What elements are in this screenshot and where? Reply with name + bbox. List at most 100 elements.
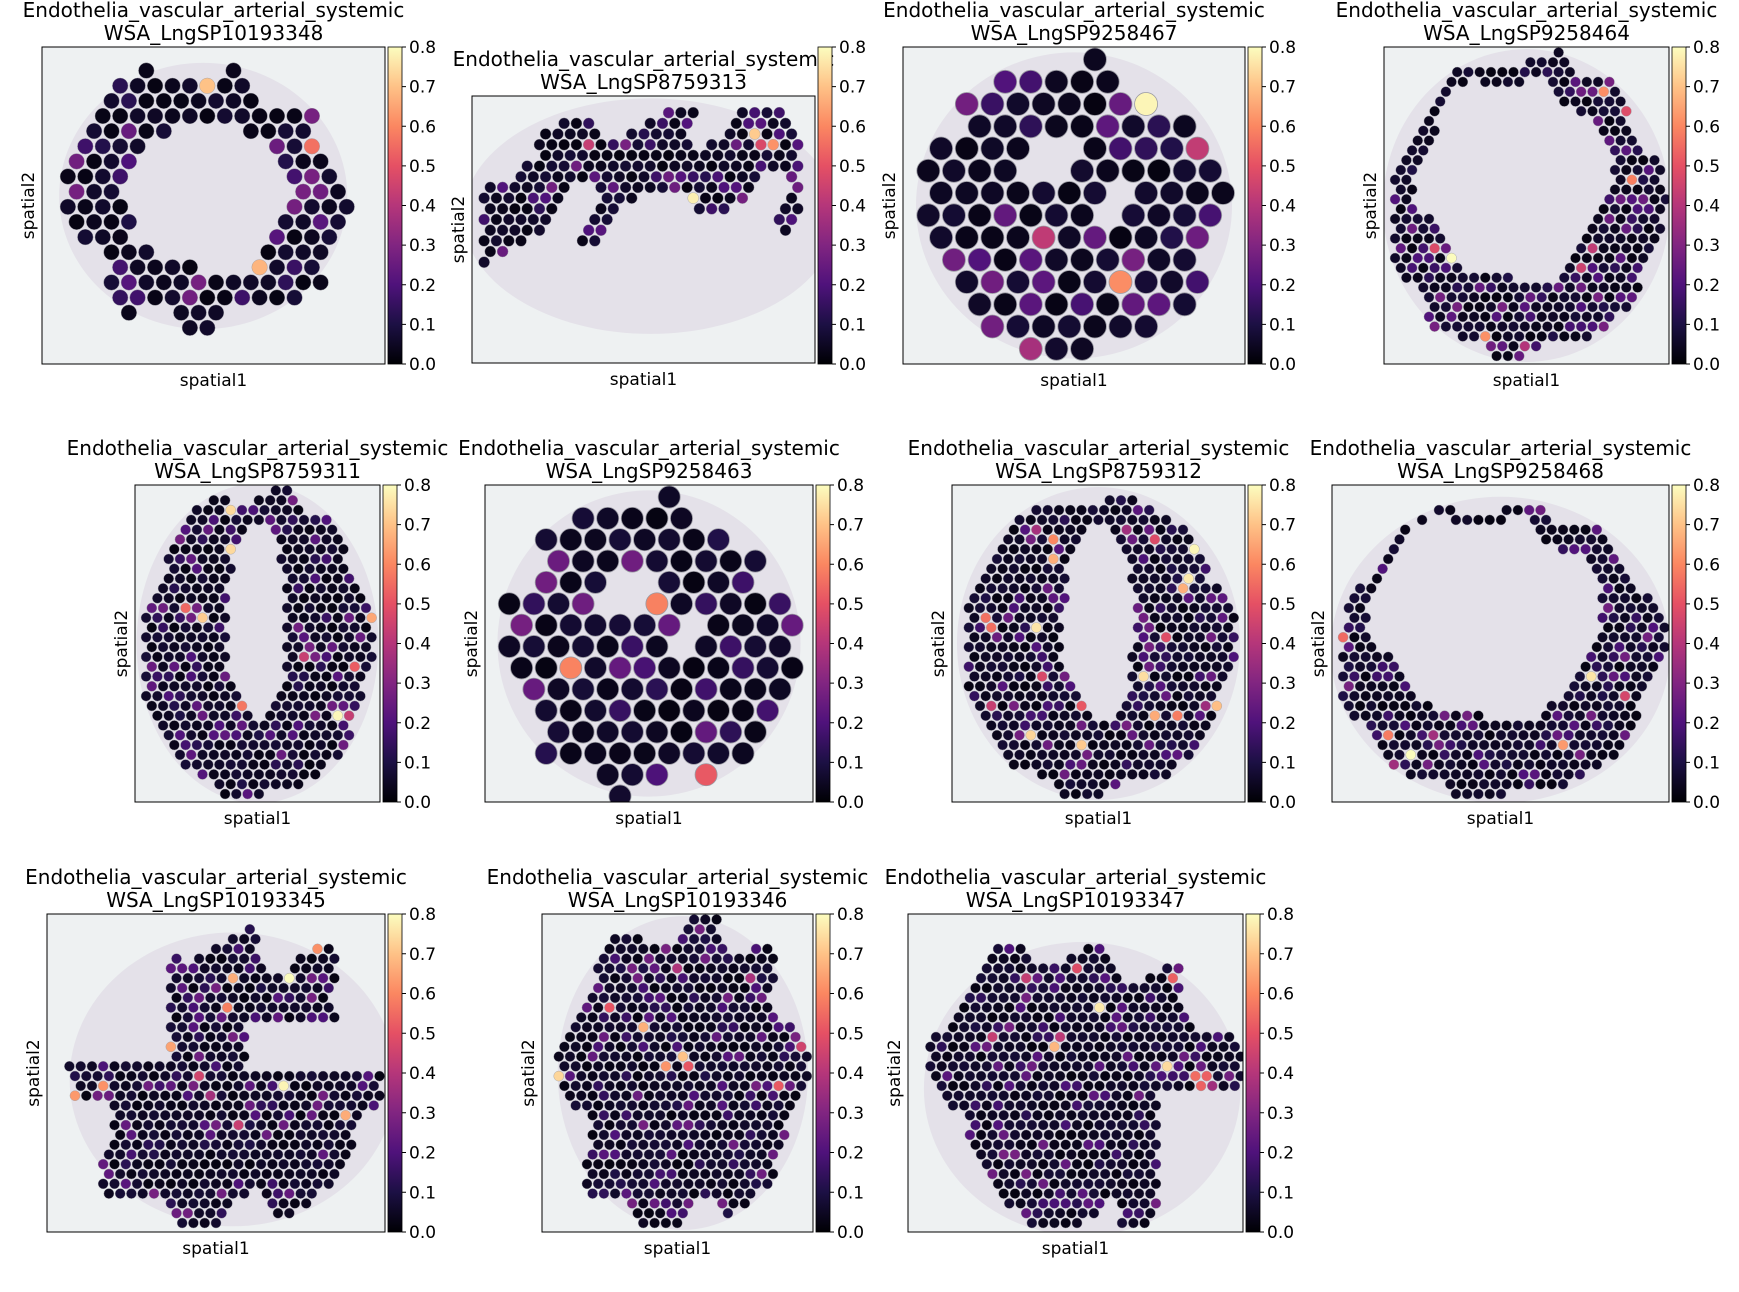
- spot: [717, 1002, 728, 1013]
- spot: [700, 1110, 711, 1121]
- spot: [222, 1041, 233, 1053]
- spot: [779, 224, 792, 236]
- spot: [1614, 661, 1625, 672]
- spot: [733, 1070, 745, 1082]
- spot: [1065, 504, 1076, 516]
- spot: [1099, 953, 1111, 964]
- spot: [321, 729, 332, 741]
- spot: [694, 549, 718, 573]
- spot: [1337, 671, 1349, 682]
- spot: [1048, 749, 1059, 761]
- spot: [1018, 292, 1043, 317]
- spot: [688, 1129, 700, 1141]
- spot: [1094, 963, 1105, 974]
- spot: [146, 661, 158, 672]
- spot: [191, 681, 203, 692]
- spot: [1546, 759, 1557, 770]
- spot: [210, 1002, 222, 1013]
- spot: [155, 274, 172, 291]
- spot: [278, 1100, 289, 1111]
- spot: [1581, 233, 1593, 244]
- spot: [103, 1168, 115, 1180]
- spot: [120, 1178, 132, 1190]
- spot: [963, 661, 975, 672]
- spot: [987, 953, 998, 964]
- spot: [1036, 769, 1048, 780]
- spot: [773, 1100, 784, 1111]
- spot: [587, 992, 598, 1004]
- spot: [722, 1070, 734, 1082]
- spot: [154, 1080, 165, 1092]
- spot: [1015, 1119, 1026, 1131]
- spot: [180, 681, 191, 692]
- spot: [1211, 681, 1223, 692]
- spot: [298, 729, 310, 741]
- spot: [969, 690, 980, 702]
- spot: [112, 107, 129, 125]
- spot: [1110, 524, 1121, 535]
- spot: [649, 1217, 660, 1229]
- spot: [225, 504, 236, 516]
- spot: [1604, 311, 1615, 323]
- spot: [1626, 213, 1638, 225]
- spot: [688, 1188, 700, 1199]
- spot: [598, 1090, 610, 1101]
- spot: [1042, 583, 1053, 594]
- spot: [281, 602, 293, 614]
- spot: [326, 720, 338, 731]
- spot: [559, 570, 583, 594]
- spot: [1026, 1021, 1038, 1033]
- spot: [638, 1080, 649, 1092]
- spot: [592, 982, 604, 994]
- spot: [1389, 194, 1401, 205]
- spot: [317, 992, 329, 1004]
- spot: [633, 613, 657, 637]
- spot: [546, 160, 558, 172]
- spot: [1094, 1100, 1105, 1111]
- spot: [1497, 301, 1508, 313]
- spot: [1147, 114, 1171, 139]
- colorbar-tick-label: 0.3: [409, 236, 436, 256]
- spot: [109, 1100, 120, 1111]
- spot: [1002, 553, 1014, 565]
- spot: [306, 1168, 318, 1180]
- spot: [234, 289, 251, 306]
- spot: [1121, 158, 1146, 183]
- spot: [86, 153, 103, 170]
- spot: [270, 720, 282, 731]
- spot: [712, 171, 724, 183]
- spot: [660, 1100, 672, 1111]
- spot: [1461, 514, 1473, 526]
- spot: [705, 138, 718, 151]
- colorbar-tick-label: 0.0: [837, 1223, 864, 1243]
- spot: [1461, 729, 1473, 741]
- spot: [1434, 252, 1446, 264]
- spot: [197, 632, 208, 643]
- spot: [717, 1198, 728, 1209]
- spot: [1111, 1012, 1122, 1023]
- spot: [1480, 331, 1491, 342]
- spot: [1166, 759, 1177, 770]
- spot: [343, 671, 355, 682]
- spot: [1147, 247, 1171, 272]
- spot: [1212, 1031, 1224, 1043]
- spot: [1463, 301, 1474, 313]
- spot: [722, 953, 734, 964]
- spot: [981, 1158, 993, 1170]
- spot: [1132, 661, 1144, 672]
- spot: [1395, 223, 1407, 234]
- spot: [1484, 788, 1495, 800]
- spot: [604, 1158, 615, 1170]
- spot: [1540, 710, 1552, 721]
- panel-sample-id: WSA_LngSP9258464: [1423, 21, 1630, 45]
- spot: [1099, 1188, 1111, 1199]
- spot: [1145, 1168, 1156, 1180]
- spot: [1485, 282, 1497, 293]
- panel-sample-id: WSA_LngSP9258467: [971, 21, 1178, 45]
- spot: [1468, 311, 1480, 323]
- spot: [1625, 602, 1636, 614]
- spot: [589, 128, 601, 140]
- spot: [657, 613, 681, 637]
- spot: [1581, 76, 1593, 88]
- spot: [1009, 1090, 1021, 1101]
